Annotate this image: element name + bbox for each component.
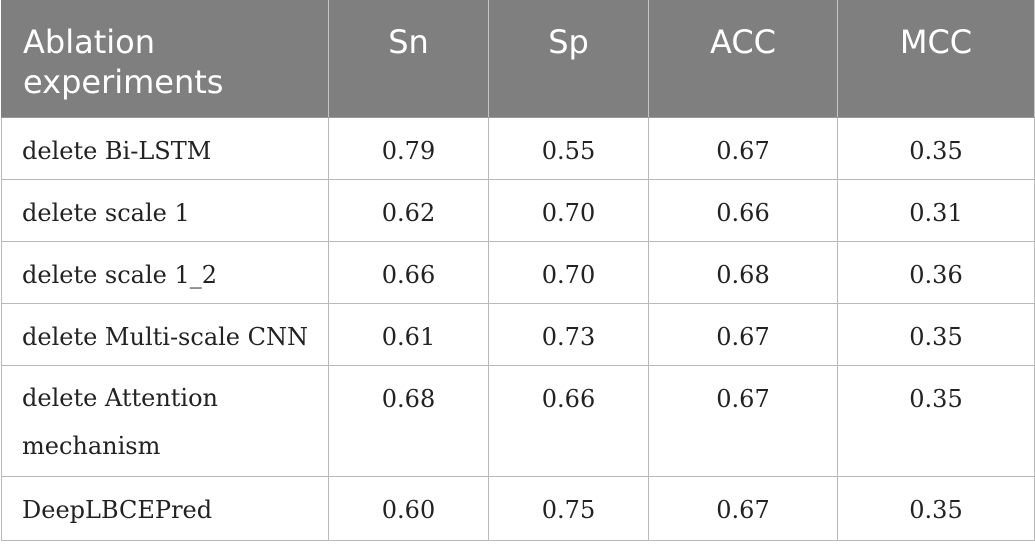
table-header: Ablation experiments Sn Sp ACC MCC [1,0,1035,118]
table-row: delete scale 1 0.62 0.70 0.66 0.31 [1,178,1035,242]
ablation-table: Ablation experiments Sn Sp ACC MCC delet… [1,0,1035,541]
cell-sn: 0.62 [328,178,489,242]
row-name: delete Bi-LSTM [1,116,329,180]
row-name: delete scale 1 [1,178,329,242]
row-name: DeepLBCEPred [1,475,329,541]
cell-acc: 0.66 [648,178,838,242]
cell-sp: 0.75 [488,475,649,541]
table-row: delete Attention mechanism 0.68 0.66 0.6… [1,364,1035,477]
header-sp: Sp [488,0,649,118]
cell-mcc: 0.31 [837,178,1035,242]
cell-acc: 0.68 [648,240,838,304]
cell-mcc: 0.35 [837,116,1035,180]
table-body: delete Bi-LSTM 0.79 0.55 0.67 0.35 delet… [1,116,1035,541]
cell-sn: 0.60 [328,475,489,541]
cell-mcc: 0.35 [837,475,1035,541]
cell-acc: 0.67 [648,116,838,180]
table-row: delete Multi-scale CNN 0.61 0.73 0.67 0.… [1,302,1035,366]
cell-mcc: 0.35 [837,302,1035,366]
table-row: DeepLBCEPred 0.60 0.75 0.67 0.35 [1,475,1035,541]
cell-mcc: 0.36 [837,240,1035,304]
table-row: delete scale 1_2 0.66 0.70 0.68 0.36 [1,240,1035,304]
cell-sn: 0.68 [328,364,489,477]
cell-acc: 0.67 [648,475,838,541]
cell-sp: 0.73 [488,302,649,366]
header-sn: Sn [328,0,489,118]
row-name: delete Multi-scale CNN [1,302,329,366]
cell-acc: 0.67 [648,302,838,366]
cell-sp: 0.55 [488,116,649,180]
cell-acc: 0.67 [648,364,838,477]
cell-sp: 0.70 [488,240,649,304]
header-row: Ablation experiments Sn Sp ACC MCC [1,0,1035,118]
row-name: delete Attention mechanism [1,364,329,477]
cell-sn: 0.79 [328,116,489,180]
table-row: delete Bi-LSTM 0.79 0.55 0.67 0.35 [1,116,1035,180]
cell-sp: 0.66 [488,364,649,477]
cell-sn: 0.66 [328,240,489,304]
cell-sp: 0.70 [488,178,649,242]
cell-mcc: 0.35 [837,364,1035,477]
cell-sn: 0.61 [328,302,489,366]
header-acc: ACC [648,0,838,118]
header-ablation-experiments: Ablation experiments [1,0,329,118]
row-name: delete scale 1_2 [1,240,329,304]
header-mcc: MCC [837,0,1035,118]
